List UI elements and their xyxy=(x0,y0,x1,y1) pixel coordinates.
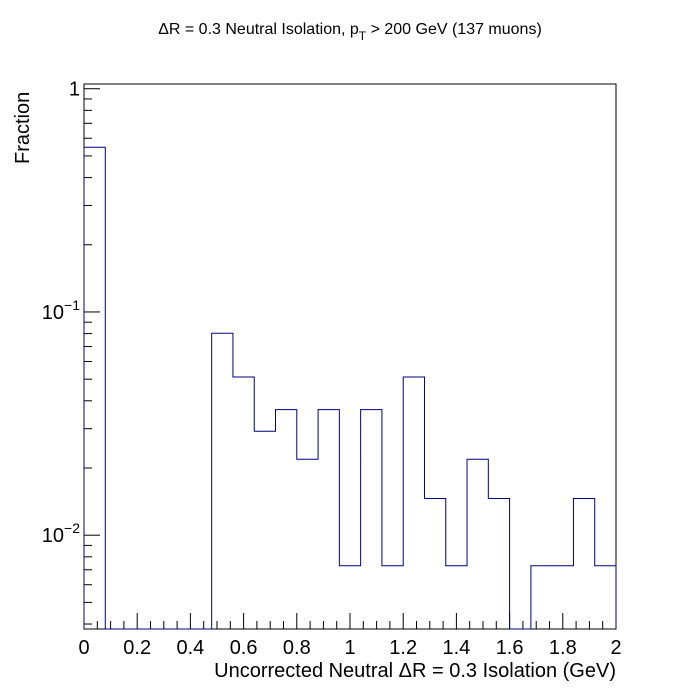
x-axis-ticks: 0 0.2 0.4 0.6 0.8 1 1.2 1.4 1.6 1.8 2 xyxy=(78,613,622,659)
x-tick-label: 1.4 xyxy=(442,637,470,659)
y-tick-label: 10−1 xyxy=(42,297,80,324)
plot-frame xyxy=(83,83,617,630)
histogram-bin xyxy=(403,377,424,629)
histogram-bin xyxy=(233,377,254,629)
histogram-bin xyxy=(276,410,297,629)
histogram-outline xyxy=(83,146,617,630)
y-axis-title: Fraction xyxy=(12,92,34,164)
x-tick-label: 0 xyxy=(78,637,89,659)
x-tick-label: 0.2 xyxy=(123,637,151,659)
histogram-bin xyxy=(531,566,552,629)
histogram-bin xyxy=(382,566,403,629)
histogram-bin xyxy=(318,410,339,629)
y-axis-ticks: 1 10−1 10−2 xyxy=(42,79,100,625)
x-tick-label: 0.8 xyxy=(283,637,311,659)
x-tick-label: 1.8 xyxy=(549,637,577,659)
x-tick-label: 0.4 xyxy=(176,637,204,659)
x-axis-title: Uncorrected Neutral ΔR = 0.3 Isolation (… xyxy=(214,660,616,682)
histogram-bin xyxy=(467,459,488,629)
x-tick-label: 0.6 xyxy=(230,637,258,659)
x-tick-label: 2 xyxy=(610,637,621,659)
histogram-bin xyxy=(297,459,318,629)
chart-title-main: ΔR = 0.3 Neutral Isolation, p xyxy=(158,21,359,38)
x-tick-label: 1.6 xyxy=(496,637,524,659)
histogram-bin xyxy=(212,333,233,629)
histogram-bin xyxy=(361,410,382,629)
x-tick-label: 1.2 xyxy=(389,637,417,659)
chart-title-subscript: T xyxy=(359,29,367,43)
histogram-bin xyxy=(488,499,509,629)
y-tick-label: 10−2 xyxy=(42,520,80,547)
chart-title-rest: > 200 GeV (137 muons) xyxy=(366,21,542,38)
chart-title: ΔR = 0.3 Neutral Isolation, pT > 200 GeV… xyxy=(158,21,542,43)
histogram-bins xyxy=(84,147,616,629)
histogram-bin xyxy=(424,499,445,629)
x-tick-label: 1 xyxy=(344,637,355,659)
histogram-bin xyxy=(595,566,616,629)
y-tick-label: 1 xyxy=(69,79,80,101)
histogram-bin xyxy=(573,499,594,629)
histogram-bin xyxy=(254,431,275,629)
